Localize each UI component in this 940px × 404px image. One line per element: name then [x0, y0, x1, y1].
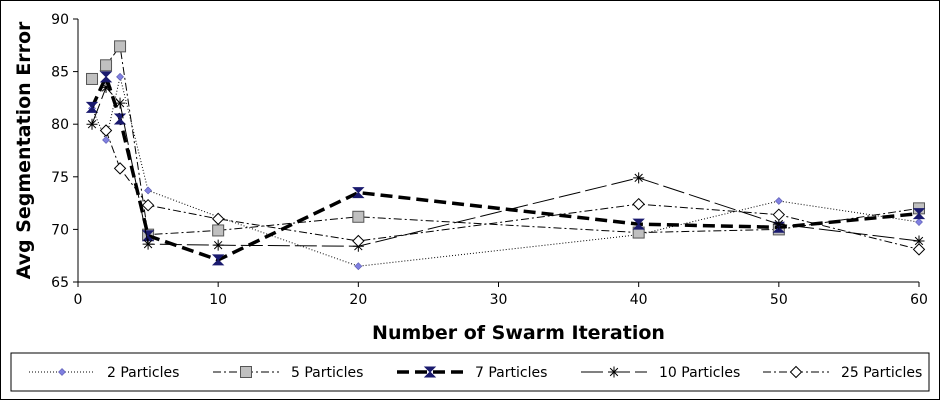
y-axis-title: Avg Segmentation Error	[13, 21, 35, 279]
data-point	[354, 262, 363, 271]
data-point	[772, 208, 786, 221]
data-point	[212, 224, 225, 237]
y-tick-label: 65	[51, 275, 69, 291]
legend-label: 7 Particles	[475, 365, 547, 381]
axes	[77, 19, 919, 283]
data-point	[114, 40, 127, 53]
data-point	[86, 72, 99, 85]
series-line	[105, 130, 920, 250]
data-point	[100, 59, 113, 72]
legend-item: 7 Particles	[397, 365, 547, 381]
y-tick-label: 70	[51, 222, 69, 238]
x-tick-label: 10	[209, 292, 227, 308]
data-point	[86, 118, 98, 130]
data-point	[116, 72, 124, 81]
data-point	[212, 239, 224, 251]
series-line	[91, 45, 920, 236]
y-tick-label: 85	[51, 65, 69, 81]
data-point	[632, 197, 645, 211]
legend-label: 10 Particles	[659, 365, 740, 381]
data-point	[141, 198, 155, 212]
legend-label: 25 Particles	[841, 365, 922, 381]
data-point	[633, 172, 645, 184]
x-axis-title: Number of Swarm Iteration	[372, 322, 665, 344]
legend-marker	[789, 365, 803, 379]
series-2	[86, 40, 925, 241]
data-point	[142, 238, 154, 250]
legend-marker	[58, 368, 66, 376]
legend-marker	[608, 366, 620, 378]
data-point	[774, 197, 783, 205]
data-point	[114, 97, 126, 109]
data-point	[100, 81, 112, 93]
legend-item: 25 Particles	[763, 365, 922, 381]
y-tick-label: 90	[51, 12, 69, 28]
legend-marker	[240, 366, 252, 378]
x-tick-label: 0	[74, 292, 83, 308]
series-line	[91, 76, 920, 267]
y-tick-label: 75	[51, 170, 69, 186]
legend: 2 Particles 5 Particles 7 Particles 10 Part…	[10, 352, 930, 392]
legend-item: 2 Particles	[29, 365, 179, 381]
data-point	[144, 186, 153, 195]
legend-item: 5 Particles	[213, 365, 363, 381]
series-5	[99, 124, 926, 256]
data-point	[912, 243, 926, 256]
data-point	[102, 136, 110, 144]
x-tick-label: 40	[630, 292, 648, 308]
x-tick-label: 60	[910, 292, 928, 308]
x-tick-label: 30	[490, 292, 508, 308]
data-point	[141, 230, 155, 242]
data-point	[352, 187, 365, 199]
data-point	[99, 71, 113, 83]
data-point	[113, 162, 127, 175]
x-tick-label: 50	[770, 292, 788, 308]
series-1	[88, 72, 923, 271]
data-point	[915, 218, 923, 226]
data-point	[113, 113, 127, 125]
data-point	[352, 210, 365, 223]
data-point	[211, 212, 225, 226]
legend-marker	[423, 366, 437, 378]
data-point	[773, 218, 785, 230]
tick-labels: 65 70 75 80 85 90 0 10 20 30 40 50 60	[51, 12, 928, 308]
y-tick-label: 80	[51, 117, 69, 133]
data-point	[913, 235, 925, 247]
data-point	[912, 208, 926, 220]
series-layer	[85, 40, 926, 271]
data-point	[352, 234, 365, 248]
legend-item: 10 Particles	[581, 365, 740, 381]
x-tick-label: 20	[349, 292, 367, 308]
data-point	[99, 124, 113, 137]
legend-label: 2 Particles	[107, 365, 179, 381]
legend-label: 5 Particles	[291, 365, 363, 381]
data-point	[632, 218, 645, 230]
data-point	[85, 101, 99, 113]
series-3	[85, 71, 926, 266]
data-point	[211, 254, 225, 266]
